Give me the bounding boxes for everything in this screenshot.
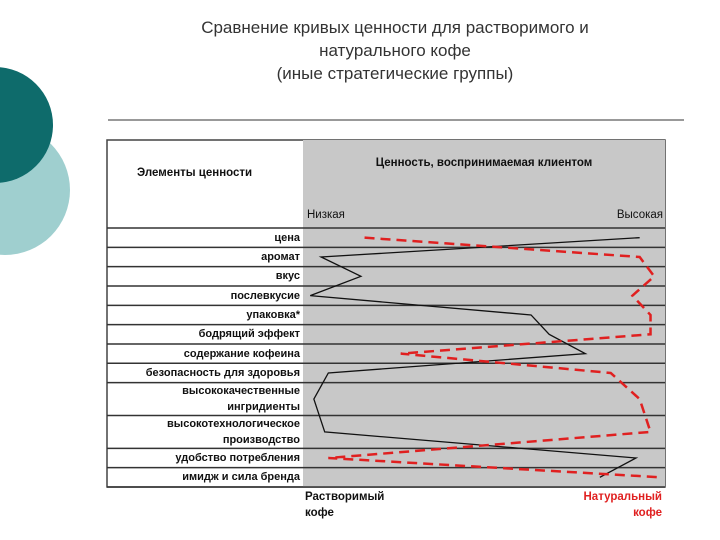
axis-high: Высокая [616, 209, 663, 221]
row-label: бодрящий эффект [198, 328, 300, 341]
row-header: Элементы ценности [137, 167, 253, 179]
title: Сравнение кривых ценности для растворимо… [201, 18, 589, 60]
subtitle: (иные стратегические группы) [276, 64, 514, 83]
row-label: аромат [261, 250, 300, 263]
axis-low: Низкая [307, 209, 345, 221]
row-label: вкус [275, 270, 300, 283]
row-label: высокотехнологическое производство [167, 417, 300, 446]
row-label: удобство потребления [175, 451, 300, 464]
row-label: имидж и сила бренда [182, 471, 300, 484]
value-area [303, 140, 665, 487]
row-label: упаковка* [246, 308, 300, 321]
series-line [310, 237, 640, 478]
legend-entry: Растворимый кофе [305, 491, 385, 519]
decor-circle [0, 67, 53, 183]
row-label: содержание кофеина [183, 347, 300, 360]
axis-title: Ценность, воспринимаемая клиентом [375, 157, 593, 169]
legend-entry: Натуральный кофе [583, 491, 663, 519]
row-label: послевкусие [230, 289, 300, 302]
row-label: цена [274, 231, 300, 244]
row-label: высококачественные ингридиенты [182, 385, 300, 414]
row-label: безопасность для здоровья [145, 366, 300, 379]
series-line [328, 236, 662, 479]
